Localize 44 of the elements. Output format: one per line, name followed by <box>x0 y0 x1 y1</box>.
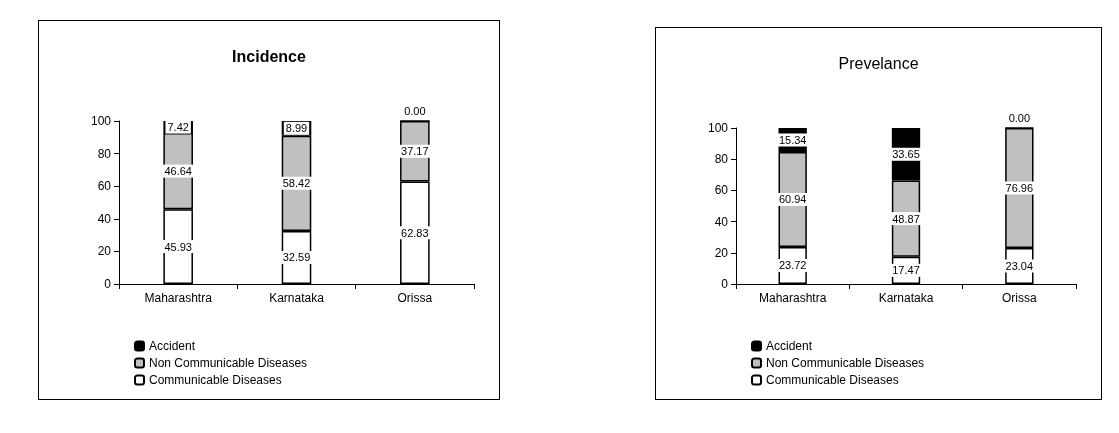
y-tick-label: 40 <box>97 211 112 226</box>
x-tick-label: Karnataka <box>269 291 325 305</box>
data-label: 37.17 <box>401 145 429 158</box>
y-tick-label: 100 <box>707 121 729 135</box>
data-label: 23.04 <box>1005 260 1034 273</box>
data-label: 76.96 <box>1005 182 1034 195</box>
data-label: 62.83 <box>401 226 429 239</box>
data-label: 17.47 <box>892 264 920 277</box>
data-label: 45.93 <box>164 240 192 253</box>
data-label: 7.42 <box>167 121 189 134</box>
data-label: 8.99 <box>285 122 308 135</box>
data-label: 23.72 <box>778 259 807 272</box>
legend-label: Non Communicable Diseases <box>766 356 925 370</box>
x-tick-label: Orissa <box>1002 291 1037 305</box>
data-label: 15.34 <box>778 133 807 146</box>
y-tick-label: 0 <box>104 277 112 291</box>
y-tick-label: 60 <box>97 179 112 194</box>
chart-title: Incidence <box>232 47 306 65</box>
data-label: 58.42 <box>282 177 311 190</box>
chart-title: Prevelance <box>838 54 919 72</box>
data-label: 60.94 <box>778 193 807 206</box>
data-label: 0.00 <box>1008 111 1031 124</box>
data-label: 32.59 <box>282 251 311 264</box>
legend-label: Accident <box>766 339 813 353</box>
legend-label: Non Communicable Diseases <box>149 356 308 370</box>
legend-label: Communicable Diseases <box>766 373 899 387</box>
x-tick-label: Maharashtra <box>144 291 213 305</box>
data-label: 48.87 <box>892 212 920 225</box>
y-tick-label: 0 <box>721 277 729 291</box>
x-tick-label: Orissa <box>397 291 433 305</box>
legend-label: Accident <box>149 339 196 353</box>
y-tick-label: 60 <box>714 183 729 198</box>
y-tick-label: 80 <box>714 152 729 167</box>
data-label: 33.65 <box>892 148 920 161</box>
x-tick-label: Karnataka <box>878 291 934 305</box>
y-tick-label: 100 <box>90 114 112 128</box>
y-tick-label: 40 <box>714 214 729 229</box>
data-label: 0.00 <box>404 104 426 117</box>
y-tick-label: 20 <box>714 245 729 260</box>
y-tick-label: 20 <box>97 244 112 259</box>
y-tick-label: 80 <box>97 146 112 161</box>
legend-label: Communicable Diseases <box>149 373 282 387</box>
data-label: 46.64 <box>164 165 192 178</box>
x-tick-label: Maharashtra <box>758 291 827 305</box>
